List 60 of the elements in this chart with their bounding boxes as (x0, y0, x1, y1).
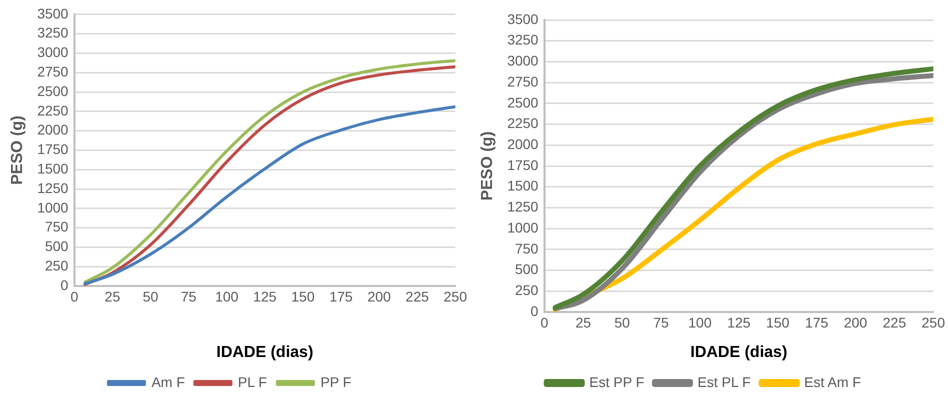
y-axis-title: PESO (g) (9, 116, 26, 185)
legend-label: Est Am F (804, 374, 861, 390)
x-tick-label: 175 (804, 314, 829, 330)
y-tick-label: 2500 (37, 82, 69, 99)
x-tick-label: 25 (104, 288, 120, 304)
x-tick-label: 25 (575, 314, 592, 330)
x-tick-label: 225 (882, 314, 906, 330)
y-tick-label: 1000 (37, 199, 69, 216)
y-tick-label: 1750 (37, 141, 69, 158)
x-tick-label: 125 (727, 314, 751, 330)
x-axis-title: IDADE (dias) (216, 344, 314, 361)
y-tick-label: 2750 (37, 63, 69, 80)
y-tick-label: 3000 (507, 52, 539, 69)
y-tick-label: 750 (514, 240, 539, 256)
y-tick-label: 1250 (507, 198, 539, 215)
y-tick-label: 2250 (507, 115, 539, 132)
y-tick-label: 1750 (507, 156, 539, 173)
x-tick-label: 250 (922, 314, 946, 330)
y-tick-label: 3500 (507, 10, 539, 27)
x-tick-label: 75 (180, 288, 197, 304)
y-tick-label: 500 (44, 238, 69, 254)
legend-label: PL F (238, 374, 267, 390)
y-tick-label: 2500 (507, 94, 539, 110)
x-tick-label: 175 (329, 288, 353, 304)
y-tick-label: 750 (44, 218, 69, 235)
legend-label: Am F (151, 374, 185, 390)
line-series (84, 105, 456, 286)
x-tick-label: 200 (367, 288, 392, 304)
legend-label: Est PP F (589, 374, 644, 390)
legend-label: PP F (320, 374, 352, 390)
y-tick-label: 1250 (37, 180, 69, 196)
y-tick-label: 0 (530, 302, 539, 319)
y-tick-label: 3250 (507, 32, 539, 48)
y-tick-label: 2250 (37, 102, 69, 118)
x-tick-label: 75 (653, 314, 670, 330)
x-tick-label: 150 (766, 314, 790, 330)
y-tick-label: 1500 (37, 160, 69, 176)
x-tick-label: 100 (688, 314, 712, 330)
y-tick-label: 2000 (37, 122, 69, 138)
y-tick-label: 1000 (507, 219, 539, 236)
y-axis-title: PESO (g) (479, 131, 496, 201)
x-tick-label: 225 (406, 288, 430, 304)
y-tick-label: 3250 (37, 24, 69, 41)
legend-label: Est PL F (697, 374, 751, 390)
x-tick-label: 50 (614, 314, 630, 330)
y-tick-label: 0 (60, 276, 69, 293)
x-tick-label: 100 (215, 288, 239, 304)
y-tick-label: 3000 (37, 44, 69, 60)
y-tick-label: 250 (44, 257, 69, 274)
y-tick-label: 2000 (507, 136, 539, 152)
x-axis-title: IDADE (dias) (690, 344, 788, 361)
y-tick-label: 2750 (507, 73, 539, 90)
x-tick-label: 125 (253, 288, 277, 304)
y-tick-label: 3500 (37, 5, 69, 22)
x-tick-label: 250 (444, 288, 468, 304)
x-tick-label: 50 (142, 288, 159, 304)
x-tick-label: 200 (844, 314, 868, 330)
y-tick-label: 500 (514, 261, 539, 278)
y-tick-label: 1500 (507, 178, 539, 194)
x-tick-label: 150 (291, 288, 315, 304)
